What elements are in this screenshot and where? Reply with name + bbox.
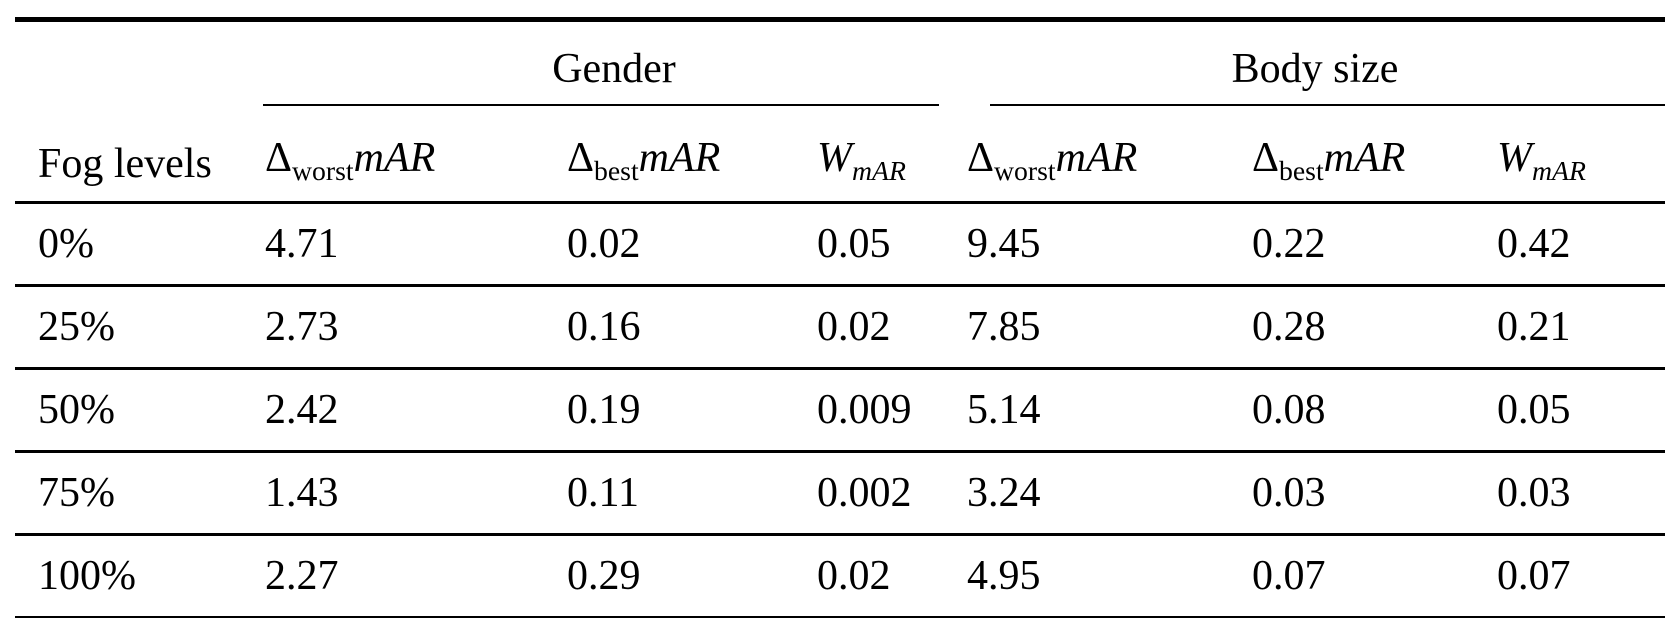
value-cell: 0.02 (567, 221, 641, 267)
gender-group-rule (263, 104, 939, 106)
fog-level-cell: 100% (15, 533, 263, 618)
mar-label: mAR (1323, 135, 1406, 182)
fog-fairness-results-table: Gender Body size Fog levels ΔworstmAR Δb… (15, 17, 1666, 618)
value-cell: 7.85 (965, 284, 1250, 369)
col-header-bodysize-delta-best-mar: ΔbestmAR (1250, 106, 1495, 204)
delta-symbol: Δ (567, 135, 595, 182)
col-header-bodysize-w-mar: WmAR (1495, 106, 1666, 204)
value-cell: 0.19 (565, 367, 815, 452)
value-cell: 0.07 (1250, 533, 1495, 618)
col-header-gender-delta-best-mar: ΔbestmAR (565, 106, 815, 204)
col-header-bodysize-delta-worst-mar: ΔworstmAR (965, 106, 1250, 204)
value-cell: 0.28 (1250, 284, 1495, 369)
table-row-fog-50: 50% 2.42 0.19 0.009 5.14 0.08 0.05 (15, 367, 1666, 452)
table-row-fog-25: 25% 2.73 0.16 0.02 7.85 0.28 0.21 (15, 284, 1666, 369)
value-cell: 2.42 (263, 367, 565, 452)
value-cell: 2.27 (263, 533, 565, 618)
value-cell: 4.71 (265, 221, 339, 267)
value-cell: 0.16 (565, 284, 815, 369)
value-cell: 0.02 (815, 533, 965, 618)
value-cell: 9.45 (967, 221, 1041, 267)
group-label-gender: Gender (552, 46, 676, 92)
value-cell: 0.22 (1252, 221, 1326, 267)
subscript-mar: mAR (852, 155, 906, 187)
value-cell: 0.11 (565, 450, 815, 535)
col-header-gender-delta-worst-mar: ΔworstmAR (263, 106, 565, 204)
mar-label: mAR (1055, 135, 1138, 182)
fog-level-cell: 50% (15, 367, 263, 452)
value-cell: 0.03 (1250, 450, 1495, 535)
group-header-gender: Gender (263, 20, 965, 106)
value-cell: 5.14 (965, 367, 1250, 452)
fog-level-cell: 75% (15, 450, 263, 535)
value-cell: 0.02 (815, 284, 965, 369)
mar-label: mAR (353, 135, 436, 182)
value-cell: 0.21 (1495, 284, 1666, 369)
group-header-row: Gender Body size (15, 20, 1666, 107)
fog-levels-header: Fog levels (15, 106, 263, 204)
table-row-fog-0: 0% 4.71 0.02 0.05 9.45 0.22 0.42 (15, 203, 1665, 286)
group-label-body-size: Body size (1231, 46, 1399, 92)
body-size-group-rule (990, 104, 1666, 106)
value-cell: 4.95 (965, 533, 1250, 618)
subscript-best: best (1279, 155, 1324, 187)
subscript-worst: worst (994, 155, 1056, 187)
delta-symbol: Δ (967, 135, 995, 182)
value-cell: 0.29 (565, 533, 815, 618)
value-cell: 0.03 (1495, 450, 1666, 535)
value-cell: 0.05 (1495, 367, 1666, 452)
value-cell: 2.73 (263, 284, 565, 369)
table-row-fog-100: 100% 2.27 0.29 0.02 4.95 0.07 0.07 (15, 533, 1666, 618)
value-cell: 0.009 (815, 367, 965, 452)
value-cell: 1.43 (263, 450, 565, 535)
table-row-fog-75: 75% 1.43 0.11 0.002 3.24 0.03 0.03 (15, 450, 1666, 535)
value-cell: 0.002 (815, 450, 965, 535)
value-cell: 3.24 (965, 450, 1250, 535)
subscript-worst: worst (292, 155, 354, 187)
w-symbol: W (817, 135, 852, 182)
delta-symbol: Δ (1252, 135, 1280, 182)
subscript-best: best (594, 155, 639, 187)
value-cell: 0.07 (1495, 533, 1666, 618)
mar-label: mAR (638, 135, 721, 182)
value-cell: 0.08 (1250, 367, 1495, 452)
value-cell: 0.42 (1497, 221, 1571, 267)
fog-level-cell: 25% (15, 284, 263, 369)
col-header-gender-w-mar: WmAR (815, 106, 965, 204)
w-symbol: W (1497, 135, 1532, 182)
group-header-body-size: Body size (965, 20, 1666, 106)
fog-level-cell: 0% (38, 221, 94, 267)
metric-header-row: Fog levels ΔworstmAR ΔbestmAR WmAR Δwors… (15, 106, 1666, 204)
delta-symbol: Δ (265, 135, 293, 182)
subscript-mar: mAR (1532, 155, 1586, 187)
value-cell: 0.05 (817, 221, 891, 267)
empty-corner-cell (15, 20, 263, 107)
